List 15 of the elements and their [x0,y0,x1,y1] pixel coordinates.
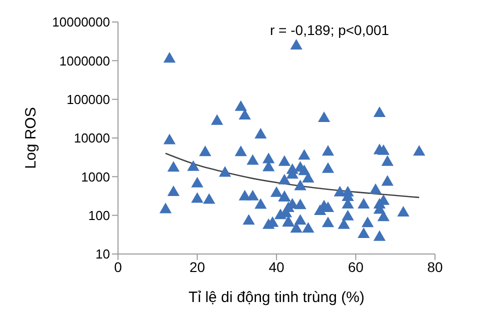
y-tick-label: 100 [88,208,110,223]
y-tick-label: 1000000 [59,53,110,68]
x-tick-label: 40 [268,258,284,275]
y-axis-title: Log ROS [22,107,40,169]
x-tick-label: 0 [114,258,122,275]
annotation: r = -0,189; p<0,001 [270,22,390,38]
y-tick-label: 10000000 [52,14,110,30]
x-tick-label: 20 [189,258,206,275]
x-axis-title: Tỉ lệ di động tinh trùng (%) [188,289,364,306]
x-tick-label: 80 [427,258,443,275]
y-tick-label: 1000 [81,169,110,184]
y-tick-label: 10 [96,246,110,262]
x-tick-label: 60 [348,258,364,275]
y-tick-label: 100000 [66,92,110,107]
y-tick-label: 10000 [74,130,110,146]
